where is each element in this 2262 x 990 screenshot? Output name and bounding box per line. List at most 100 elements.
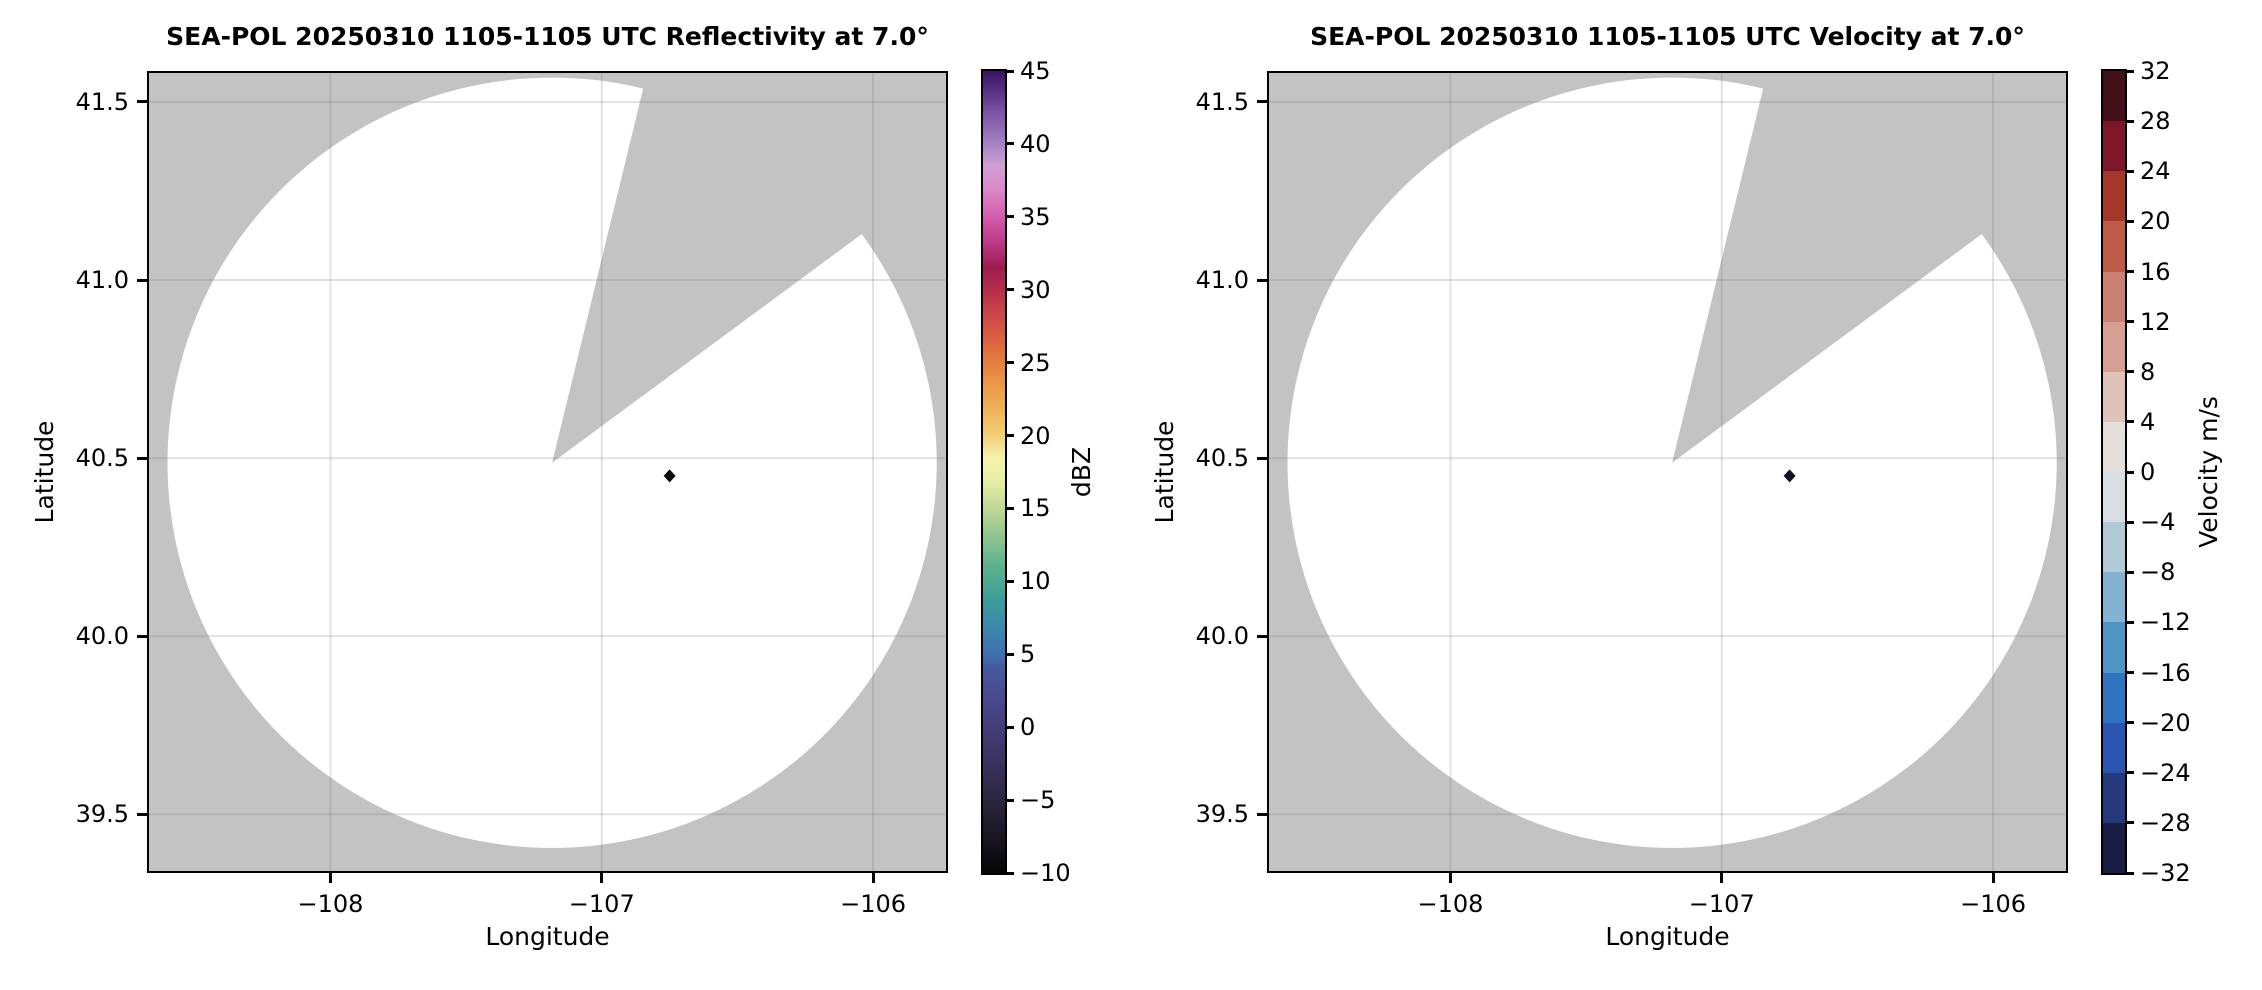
colorbar-tick-label: −28 bbox=[2140, 808, 2191, 837]
colorbar-segment bbox=[2102, 371, 2125, 422]
colorbar-gradient bbox=[982, 70, 1005, 873]
colorbar-segment bbox=[2102, 772, 2125, 823]
y-tick-mark bbox=[137, 456, 147, 460]
y-tick-mark bbox=[137, 634, 147, 638]
colorbar-segment bbox=[2102, 70, 2125, 122]
y-tick-mark bbox=[137, 812, 147, 816]
colorbar-tick-label: −10 bbox=[1020, 859, 1071, 887]
colorbar-tick-mark bbox=[1005, 725, 1014, 729]
y-tick-label: 39.5 bbox=[75, 800, 129, 829]
colorbar-tick-mark bbox=[1005, 871, 1014, 875]
y-tick-mark bbox=[1257, 278, 1267, 282]
echo-point bbox=[1783, 469, 1796, 483]
colorbar-tick-mark bbox=[2125, 320, 2134, 324]
colorbar-tick-label: 16 bbox=[2140, 257, 2171, 286]
colorbar-tick-label: 45 bbox=[1020, 57, 1051, 85]
colorbar-tick-label: 10 bbox=[1020, 567, 1051, 596]
panel-title-reflectivity: SEA-POL 20250310 1105-1105 UTC Reflectiv… bbox=[166, 22, 929, 51]
x-tick-label: −108 bbox=[1417, 890, 1484, 918]
x-tick-label: −106 bbox=[840, 890, 907, 918]
y-tick-mark bbox=[137, 100, 147, 104]
colorbar-segment bbox=[2102, 621, 2125, 673]
y-tick-label: 40.0 bbox=[75, 622, 129, 651]
colorbar-segment bbox=[2102, 220, 2125, 272]
colorbar-tick-mark bbox=[2125, 520, 2134, 524]
y-tick-label: 40.5 bbox=[75, 444, 129, 473]
x-tick-mark bbox=[1991, 873, 1995, 883]
colorbar-tick-label: 12 bbox=[2140, 307, 2171, 336]
radar-scan-image bbox=[147, 71, 948, 873]
x-tick-mark bbox=[871, 873, 875, 883]
colorbar-tick-label: 35 bbox=[1020, 202, 1051, 231]
echo-point bbox=[663, 469, 676, 483]
colorbar-tick-mark bbox=[1005, 215, 1014, 219]
y-tick-label: 41.0 bbox=[1195, 266, 1249, 295]
colorbar-tick-mark bbox=[2125, 671, 2134, 674]
y-tick-mark bbox=[137, 278, 147, 282]
colorbar-tick-mark bbox=[2125, 821, 2134, 825]
colorbar-tick-mark bbox=[1005, 434, 1014, 438]
y-tick-label: 40.5 bbox=[1195, 444, 1249, 473]
y-tick-mark bbox=[1257, 812, 1267, 816]
colorbar-tick-mark bbox=[2125, 219, 2134, 223]
colorbar-tick-mark bbox=[1005, 142, 1014, 146]
colorbar-segment bbox=[2102, 672, 2125, 723]
colorbar-tick-label: −24 bbox=[2140, 758, 2191, 787]
colorbar-tick-label: 32 bbox=[2140, 57, 2171, 85]
colorbar-tick-label: −20 bbox=[2140, 708, 2191, 737]
colorbar-tick-mark bbox=[2125, 771, 2134, 775]
colorbar-tick-label: −16 bbox=[2140, 658, 2191, 687]
colorbar-tick-label: −32 bbox=[2140, 859, 2191, 887]
x-tick-label: −107 bbox=[568, 890, 635, 918]
colorbar-tick-label: 24 bbox=[2140, 157, 2171, 186]
colorbar-segment bbox=[2102, 421, 2125, 472]
colorbar-tick-label: 20 bbox=[2140, 207, 2171, 236]
x-tick-mark bbox=[328, 873, 332, 883]
colorbar-tick-mark bbox=[2125, 69, 2134, 73]
y-tick-label: 39.5 bbox=[1195, 800, 1249, 829]
colorbar-tick-mark bbox=[1005, 506, 1014, 510]
colorbar-segment bbox=[2102, 321, 2125, 372]
colorbar-tick-label: 0 bbox=[2140, 458, 2156, 486]
colorbar-tick-label: 4 bbox=[2140, 407, 2156, 436]
plot-area-velocity bbox=[1267, 71, 2068, 873]
colorbar-tick-label: −4 bbox=[2140, 508, 2176, 537]
colorbar-reflectivity bbox=[980, 68, 1007, 875]
colorbar-tick-label: 28 bbox=[2140, 107, 2171, 136]
colorbar-tick-label: 15 bbox=[1020, 494, 1051, 523]
y-tick-mark bbox=[1257, 100, 1267, 104]
colorbar-tick-label: 20 bbox=[1020, 421, 1051, 450]
y-tick-mark bbox=[1257, 634, 1267, 638]
colorbar-tick-mark bbox=[2125, 871, 2134, 875]
x-tick-mark bbox=[1448, 873, 1452, 883]
colorbar-tick-label: 30 bbox=[1020, 275, 1051, 304]
x-axis-label-longitude: Longitude bbox=[485, 922, 610, 951]
plot-area-reflectivity bbox=[147, 71, 948, 873]
colorbar-tick-label: 5 bbox=[1020, 640, 1036, 669]
radar-scan-image bbox=[1267, 71, 2068, 873]
colorbar-segment bbox=[2102, 271, 2125, 322]
y-tick-label: 41.0 bbox=[75, 266, 129, 295]
colorbar-velocity bbox=[2100, 68, 2127, 875]
colorbar-tick-label: 25 bbox=[1020, 348, 1051, 377]
y-tick-label: 40.0 bbox=[1195, 622, 1249, 651]
colorbar-tick-label: −5 bbox=[1020, 786, 1056, 815]
colorbar-tick-mark bbox=[2125, 470, 2134, 474]
colorbar-tick-mark bbox=[1005, 288, 1014, 292]
x-tick-label: −106 bbox=[1960, 890, 2027, 918]
colorbar-tick-mark bbox=[1005, 798, 1014, 802]
x-tick-label: −108 bbox=[297, 890, 364, 918]
missing-sector-wedge bbox=[552, 71, 948, 463]
colorbar-tick-label: −12 bbox=[2140, 608, 2191, 637]
colorbar-tick-mark bbox=[2125, 420, 2134, 424]
panel-title-velocity: SEA-POL 20250310 1105-1105 UTC Velocity … bbox=[1310, 22, 2025, 51]
colorbar-tick-mark bbox=[1005, 361, 1014, 365]
colorbar-segment bbox=[2102, 822, 2125, 873]
x-tick-mark bbox=[600, 873, 604, 883]
colorbar-tick-mark bbox=[1005, 69, 1014, 73]
colorbar-segment bbox=[2102, 471, 2125, 523]
y-tick-label: 41.5 bbox=[1195, 87, 1249, 116]
missing-sector-wedge bbox=[1672, 71, 2068, 463]
colorbar-tick-mark bbox=[2125, 721, 2134, 725]
